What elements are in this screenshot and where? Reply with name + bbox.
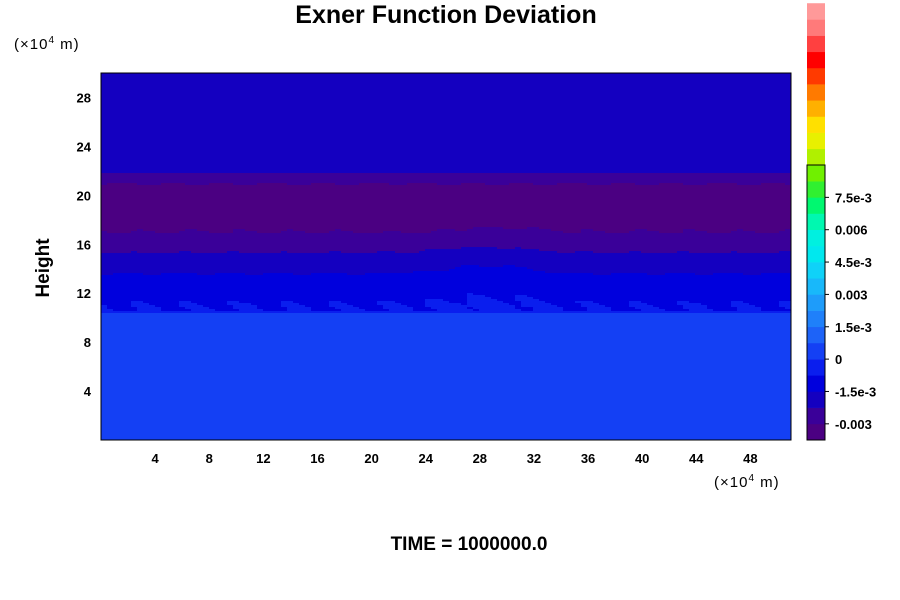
y-axis-label: Height <box>33 238 54 298</box>
y-axis-unit-prefix: (×10 <box>14 36 48 53</box>
chart-title: Exner Function Deviation <box>295 1 596 29</box>
plot-area <box>101 73 791 440</box>
y-axis-unit-label: (×104 m) <box>14 35 80 53</box>
y-axis-unit-suffix: m) <box>55 36 80 53</box>
